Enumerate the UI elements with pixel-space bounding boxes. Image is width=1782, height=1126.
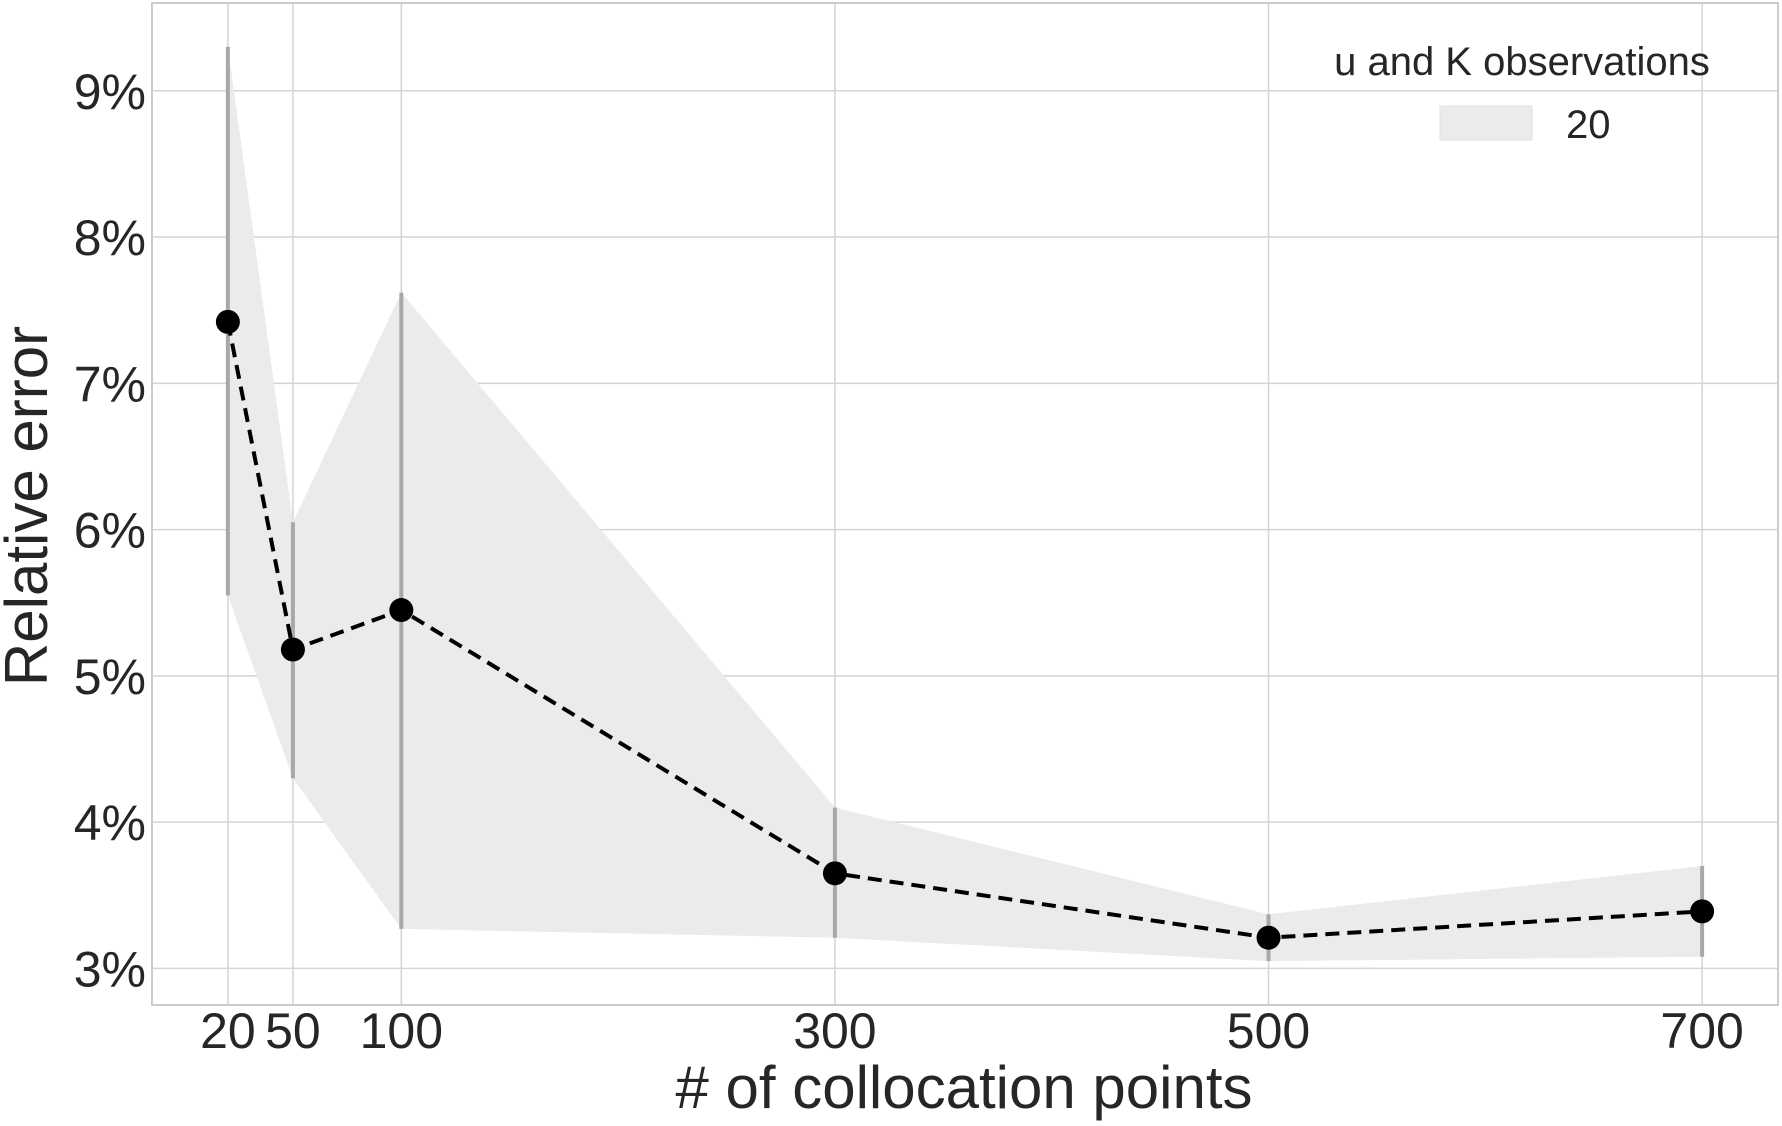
axes-frame xyxy=(151,2,1779,1006)
y-axis-label: Relative error xyxy=(0,326,60,686)
plot-frame xyxy=(151,2,1779,1006)
x-tick-label-500: 500 xyxy=(1227,1003,1310,1059)
data-point-20 xyxy=(215,309,240,334)
data-point-100 xyxy=(389,598,414,623)
y-tick-label-5%: 5% xyxy=(74,649,146,705)
y-tick-label-3%: 3% xyxy=(74,941,146,997)
y-tick-label-6%: 6% xyxy=(74,503,146,559)
confidence-band-layer xyxy=(227,46,1703,962)
y-tick-label-9%: 9% xyxy=(74,64,146,120)
data-point-300 xyxy=(822,861,847,886)
x-axis-label: # of collocation points xyxy=(675,1054,1252,1121)
x-tick-label-700: 700 xyxy=(1660,1003,1743,1059)
y-tick-label-4%: 4% xyxy=(74,795,146,851)
data-point-700 xyxy=(1690,899,1715,924)
legend: u and K observations 20 xyxy=(1334,40,1710,147)
x-tick-label-100: 100 xyxy=(360,1003,443,1059)
x-tick-label-300: 300 xyxy=(793,1003,876,1059)
data-point-500 xyxy=(1256,925,1281,950)
legend-entry-label: 20 xyxy=(1566,103,1611,147)
legend-swatch xyxy=(1439,105,1533,141)
marker-layer xyxy=(215,309,1715,950)
y-tick-label-7%: 7% xyxy=(74,356,146,412)
legend-title: u and K observations xyxy=(1334,40,1710,84)
confidence-band xyxy=(227,46,1703,962)
x-tick-label-50: 50 xyxy=(265,1003,321,1059)
x-tick-label-20: 20 xyxy=(200,1003,256,1059)
data-point-50 xyxy=(280,637,305,662)
y-tick-label-8%: 8% xyxy=(74,210,146,266)
